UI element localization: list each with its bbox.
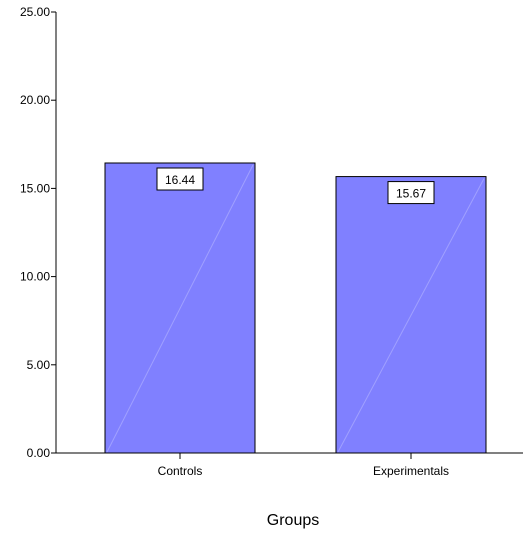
x-tick-label: Controls (158, 464, 203, 478)
bars-group: 16.44 15.67 (104, 162, 487, 454)
x-axis-ticks: Controls Experimentals (158, 453, 449, 478)
y-tick-label: 25.00 (20, 5, 50, 19)
bar-highlight-line (337, 178, 485, 453)
value-label: 15.67 (396, 187, 426, 201)
y-axis-ticks: 0.00 5.00 10.00 15.00 20.00 25.00 (20, 5, 56, 460)
x-tick-label: Experimentals (373, 464, 449, 478)
y-tick-label: 15.00 (20, 181, 50, 195)
y-tick-label: 5.00 (27, 358, 51, 372)
value-label-box (387, 181, 435, 205)
y-tick-label: 0.00 (27, 446, 51, 460)
y-tick-label: 20.00 (20, 93, 50, 107)
value-label-box (156, 167, 204, 191)
y-tick-label: 10.00 (20, 270, 50, 284)
bar-highlight-line (106, 164, 254, 453)
x-axis-title: Groups (267, 512, 319, 529)
value-label: 16.44 (165, 173, 195, 187)
